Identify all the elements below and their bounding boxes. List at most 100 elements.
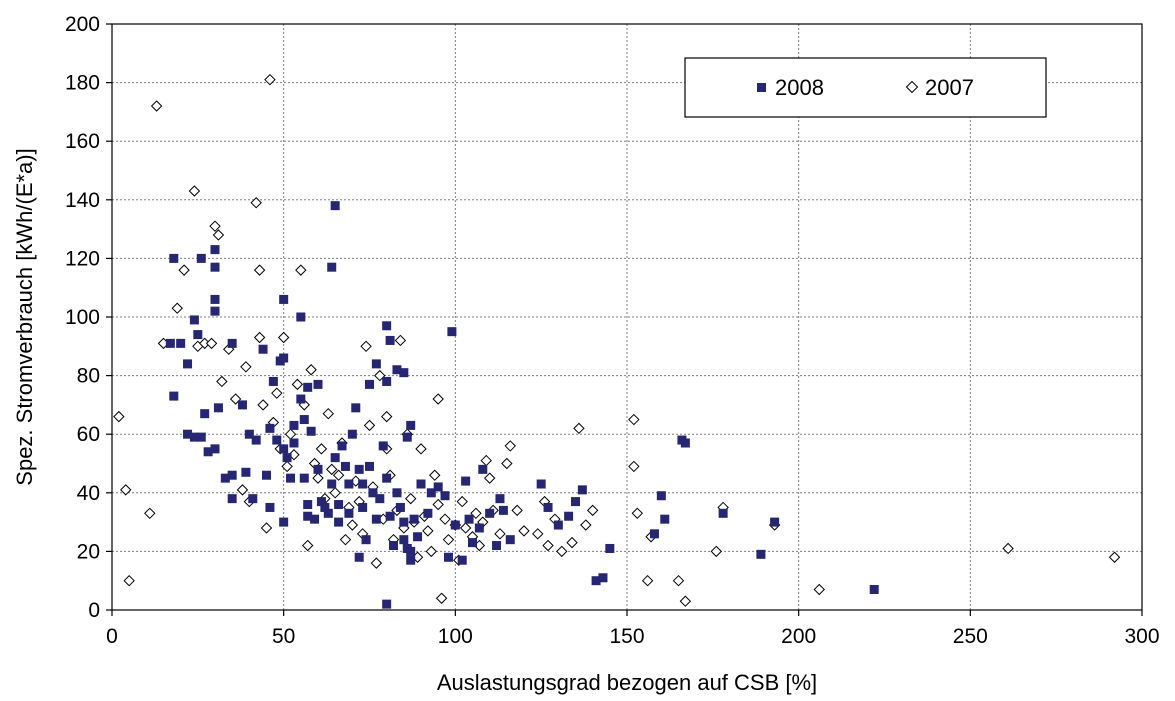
point-2008 [354,552,364,562]
point-2007 [580,519,592,531]
point-2008 [183,429,193,439]
point-2007 [277,331,290,344]
point-2008 [354,464,364,474]
point-2008 [409,514,419,524]
point-2008 [433,482,443,492]
point-2008 [279,444,289,454]
y-tick-label: 0 [88,599,100,622]
point-2007 [442,533,455,546]
point-2008 [365,461,374,471]
point-2008 [220,473,230,483]
point-2007 [329,487,341,499]
point-2007 [511,504,523,517]
point-2007 [326,463,338,476]
point-2008 [378,441,388,451]
point-2008 [389,541,399,551]
point-2007 [370,557,383,569]
point-2008 [313,464,323,474]
point-2008 [385,335,395,345]
point-2008 [399,368,409,378]
point-2008 [244,429,254,439]
point-2008 [564,511,574,521]
point-2008 [406,420,416,430]
point-2008 [399,517,409,527]
point-2008 [505,535,515,545]
point-2008 [756,549,766,559]
legend-label-2008: 2008 [775,75,824,100]
point-2007 [1002,542,1014,555]
point-2008 [371,359,381,369]
point-2007 [429,469,441,481]
point-2007 [271,387,283,399]
point-2008 [183,359,193,369]
point-2007 [422,525,434,537]
y-tick-label: 140 [65,189,100,212]
point-2008 [457,555,467,565]
point-2008 [536,479,546,489]
point-2007 [171,302,183,314]
x-tick-label: 50 [272,625,295,648]
point-2008 [423,508,433,518]
legend-label-2007: 2007 [925,75,974,100]
point-2008 [296,312,306,322]
point-2008 [268,376,278,386]
point-2008 [340,461,350,471]
point-2008 [227,338,237,348]
y-tick-label: 160 [65,130,100,153]
point-2008 [310,514,320,524]
point-2007 [332,469,345,481]
point-2008 [660,514,670,524]
point-2007 [501,457,513,470]
point-2007 [260,522,273,534]
point-2008 [869,584,879,594]
point-2008 [169,391,179,401]
legend: 2008 2007 [684,57,1047,118]
point-2007 [240,361,252,373]
legend-marker-2007 [905,80,919,94]
point-2008 [605,543,615,553]
point-2008 [286,473,296,483]
point-2008 [303,511,313,521]
point-2008 [330,201,340,211]
legend-marker-2008 [757,83,766,92]
point-2008 [571,497,580,507]
point-2007 [432,393,444,405]
point-2007 [483,472,496,484]
point-2007 [404,492,417,505]
point-2008 [272,435,282,445]
point-2008 [279,517,289,527]
x-tick-label: 200 [781,625,816,648]
point-2008 [337,441,347,451]
point-2008 [495,494,505,504]
data-points [113,73,1121,609]
point-2008 [200,409,210,419]
point-2008 [169,253,179,263]
point-2007 [250,197,262,209]
point-2007 [710,545,722,558]
point-2007 [205,337,218,350]
point-2007 [113,410,125,423]
point-2007 [236,484,249,496]
point-2008 [447,327,457,337]
point-2007 [394,334,407,347]
point-2008 [461,476,471,486]
point-2007 [281,460,293,473]
point-2008 [718,508,728,518]
point-2007 [628,413,640,426]
point-2007 [415,443,427,455]
point-2007 [123,574,135,587]
point-2008 [258,344,268,354]
point-2007 [641,574,654,587]
point-2008 [358,502,368,512]
point-2007 [456,495,468,508]
point-2008 [468,538,477,548]
point-2008 [382,599,392,609]
point-2008 [196,253,206,263]
point-2008 [265,502,275,512]
point-2008 [492,541,502,551]
point-2008 [210,245,220,255]
point-2008 [443,552,453,562]
point-2008 [464,514,474,524]
point-2008 [248,494,258,504]
point-2008 [213,403,223,413]
